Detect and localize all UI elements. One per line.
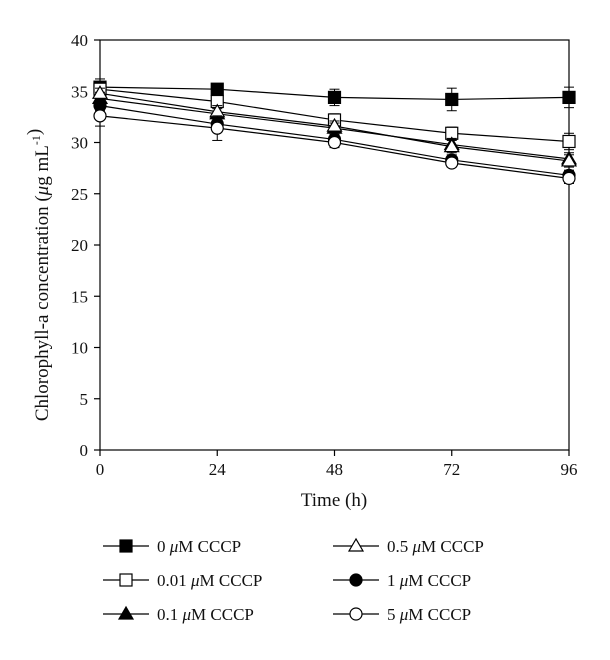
legend-marker <box>349 573 363 587</box>
legend-item-2: 0.01 μM CCCP <box>103 571 262 590</box>
y-axis-title: Chlorophyll-a concentration (μg mL-1) <box>24 129 53 421</box>
legend-item-4: 0.5 μM CCCP <box>333 537 484 556</box>
legend-item-5: 1 μM CCCP <box>333 571 471 590</box>
data-point <box>443 138 460 153</box>
series-4 <box>91 85 578 168</box>
y-tick-label: 25 <box>71 185 88 204</box>
series-6 <box>93 105 576 185</box>
y-tick-label: 0 <box>80 441 89 460</box>
plot-area: 0 5 10 15 20 25 30 35 40 0 24 48 72 96 <box>71 31 578 479</box>
x-tick-label: 96 <box>561 460 578 479</box>
x-tick-label: 24 <box>209 460 227 479</box>
data-point <box>326 117 343 132</box>
legend-label: 0.01 μM CCCP <box>157 571 262 590</box>
legend-label: 1 μM CCCP <box>387 571 471 590</box>
x-tick-label: 72 <box>443 460 460 479</box>
legend-marker <box>347 537 365 552</box>
y-tick-label: 5 <box>80 390 89 409</box>
series-1 <box>93 78 576 112</box>
data-point <box>562 171 576 185</box>
y-tick-label: 15 <box>71 287 88 306</box>
x-axis-title: Time (h) <box>301 490 367 511</box>
y-tick-label: 40 <box>71 31 88 50</box>
legend-item-3: 0.1 μM CCCP <box>103 605 254 624</box>
data-point <box>210 82 224 96</box>
x-tick-label: 0 <box>96 460 105 479</box>
y-tick-label: 30 <box>71 134 88 153</box>
legend-marker <box>349 607 363 621</box>
legend-label: 0 μM CCCP <box>157 537 241 556</box>
legend-marker <box>119 539 133 553</box>
data-point <box>210 121 224 135</box>
data-point <box>93 109 107 123</box>
data-point <box>445 92 459 107</box>
y-tick-label: 35 <box>71 82 88 101</box>
data-point <box>445 156 459 170</box>
y-tick-label: 10 <box>71 339 88 358</box>
legend-label: 5 μM CCCP <box>387 605 471 624</box>
legend-marker <box>117 605 135 620</box>
data-point <box>327 90 342 105</box>
data-point <box>91 85 109 99</box>
legend-marker <box>119 573 133 587</box>
legend-label: 0.1 μM CCCP <box>157 605 254 624</box>
data-point <box>327 135 342 150</box>
x-tick-label: 48 <box>326 460 343 479</box>
legend-item-6: 5 μM CCCP <box>333 605 471 624</box>
data-point <box>560 152 578 167</box>
data-point <box>562 134 576 149</box>
legend: 0 μM CCCP 0.01 μM CCCP 0.1 μM CCCP 0.5 μM C… <box>103 537 484 624</box>
data-point <box>562 90 576 105</box>
y-tick-label: 20 <box>71 236 88 255</box>
legend-label: 0.5 μM CCCP <box>387 537 484 556</box>
legend-item-1: 0 μM CCCP <box>103 537 241 556</box>
